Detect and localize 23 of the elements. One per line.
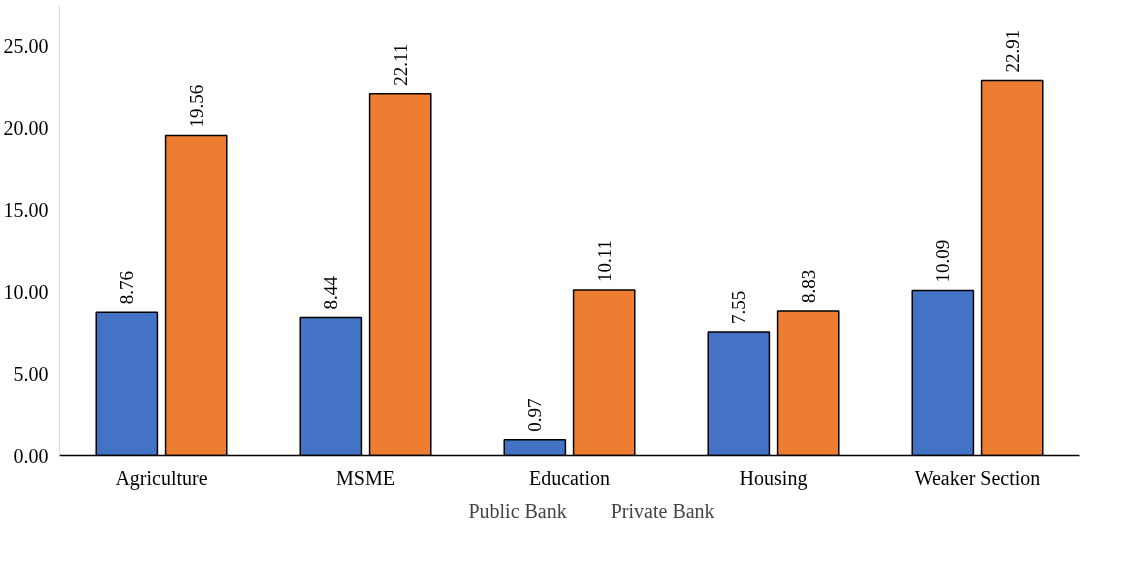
x-tick-label: Weaker Section [914, 466, 1041, 489]
data-label: 10.09 [932, 239, 954, 283]
data-label: 8.76 [116, 270, 138, 305]
data-label: 22.91 [1001, 29, 1023, 73]
y-tick-label: 10.00 [3, 280, 49, 303]
data-label: 8.83 [797, 269, 819, 304]
y-tick-label: 15.00 [3, 199, 49, 222]
x-tick-label: Education [528, 466, 611, 489]
data-label: 19.56 [185, 84, 207, 128]
text: Private Bank [610, 499, 715, 523]
y-tick-label: 25.00 [3, 35, 49, 58]
y-tick-label: 5.00 [13, 362, 49, 385]
x-tick-label: Housing [739, 466, 808, 490]
data-label: 0.97 [524, 398, 546, 432]
x-tick-label: MSME [336, 466, 395, 489]
y-tick-label: 20.00 [3, 117, 49, 140]
x-tick-label: Agriculture [115, 466, 208, 490]
y-tick-label: 0.00 [13, 444, 49, 467]
text: Public Bank [468, 499, 567, 523]
data-label: 10.11 [593, 240, 615, 283]
data-label: 7.55 [728, 290, 750, 324]
data-label: 22.11 [389, 43, 411, 86]
data-label: 8.44 [320, 275, 342, 310]
